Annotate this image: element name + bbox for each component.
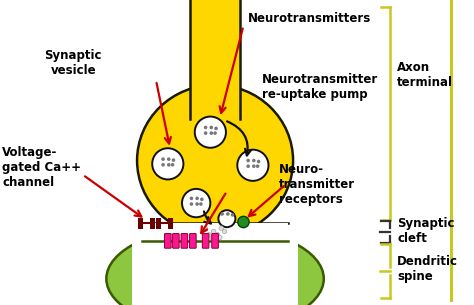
Circle shape <box>246 159 250 162</box>
FancyBboxPatch shape <box>138 222 155 224</box>
Circle shape <box>195 117 226 148</box>
Circle shape <box>219 226 223 230</box>
Circle shape <box>237 150 268 181</box>
FancyBboxPatch shape <box>132 223 298 305</box>
Circle shape <box>161 157 165 161</box>
FancyBboxPatch shape <box>164 234 171 248</box>
FancyBboxPatch shape <box>173 234 179 248</box>
Ellipse shape <box>106 227 324 305</box>
Circle shape <box>215 232 220 237</box>
Circle shape <box>190 196 193 200</box>
Circle shape <box>256 164 259 168</box>
Circle shape <box>210 126 213 129</box>
Circle shape <box>204 126 208 129</box>
Circle shape <box>152 148 183 179</box>
Ellipse shape <box>137 85 293 236</box>
Circle shape <box>200 198 204 201</box>
FancyBboxPatch shape <box>142 223 288 241</box>
Circle shape <box>213 131 217 135</box>
FancyBboxPatch shape <box>181 234 188 248</box>
Text: Neurotransmitter
re-uptake pump: Neurotransmitter re-uptake pump <box>262 73 379 101</box>
FancyBboxPatch shape <box>138 218 143 229</box>
Circle shape <box>220 212 224 216</box>
Circle shape <box>182 189 210 217</box>
Circle shape <box>210 131 213 135</box>
Circle shape <box>231 213 234 217</box>
FancyBboxPatch shape <box>150 218 155 229</box>
Text: Neuro-
transmitter
receptors: Neuro- transmitter receptors <box>279 163 355 206</box>
FancyBboxPatch shape <box>192 114 238 126</box>
FancyBboxPatch shape <box>168 218 173 229</box>
Circle shape <box>171 163 174 167</box>
FancyBboxPatch shape <box>190 234 196 248</box>
FancyBboxPatch shape <box>156 222 173 224</box>
Circle shape <box>257 160 260 163</box>
Text: Synaptic
vesicle: Synaptic vesicle <box>45 49 102 77</box>
Circle shape <box>246 164 250 168</box>
Circle shape <box>252 164 255 168</box>
Circle shape <box>195 196 199 200</box>
Text: Axon
terminal: Axon terminal <box>397 61 453 89</box>
FancyBboxPatch shape <box>156 218 161 229</box>
Circle shape <box>203 227 208 231</box>
Text: Synaptic
cleft: Synaptic cleft <box>397 217 455 246</box>
Circle shape <box>238 216 249 228</box>
FancyBboxPatch shape <box>202 234 209 248</box>
Text: Voltage-
gated Ca++
channel: Voltage- gated Ca++ channel <box>2 146 82 189</box>
Circle shape <box>195 202 199 206</box>
Circle shape <box>226 212 229 216</box>
Circle shape <box>167 163 171 167</box>
Circle shape <box>172 158 175 162</box>
FancyBboxPatch shape <box>212 234 219 248</box>
Circle shape <box>218 235 222 240</box>
Circle shape <box>210 236 215 241</box>
FancyBboxPatch shape <box>191 0 240 119</box>
Text: Dendritic
spine: Dendritic spine <box>397 255 458 283</box>
Text: Neurotransmitters: Neurotransmitters <box>248 12 372 25</box>
Circle shape <box>167 157 171 161</box>
Circle shape <box>211 229 216 234</box>
Circle shape <box>252 159 255 162</box>
Circle shape <box>204 131 208 135</box>
Circle shape <box>214 127 218 130</box>
Circle shape <box>161 163 165 167</box>
Circle shape <box>222 229 227 234</box>
Circle shape <box>219 210 236 227</box>
Circle shape <box>190 202 193 206</box>
Circle shape <box>199 202 203 206</box>
Circle shape <box>207 232 211 237</box>
